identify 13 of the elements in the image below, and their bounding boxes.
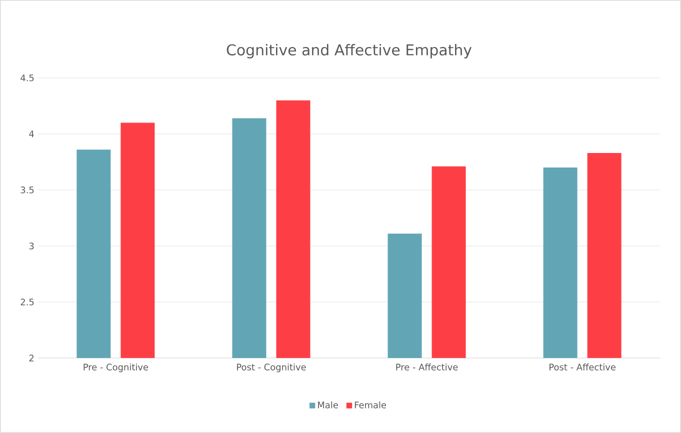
y-tick-label: 3.5	[20, 186, 34, 194]
legend-label: Female	[354, 401, 386, 408]
x-tick-label: Pre - Cognitive	[84, 364, 148, 372]
legend-label: Male	[318, 401, 338, 408]
x-tick-label: Pre - Affective	[396, 364, 458, 370]
y-tick-label: 4.5	[20, 74, 34, 82]
chart-title: Cognitive and Affective Empathy	[226, 44, 472, 58]
y-tick-label: 4	[29, 130, 34, 138]
y-tick-label: 2.5	[20, 298, 34, 306]
y-tick-label: 2	[29, 354, 34, 362]
x-tick-label: Post - Affective	[550, 364, 616, 370]
y-tick-label: 3	[29, 242, 34, 250]
x-tick-label: Post - Cognitive	[237, 364, 306, 372]
